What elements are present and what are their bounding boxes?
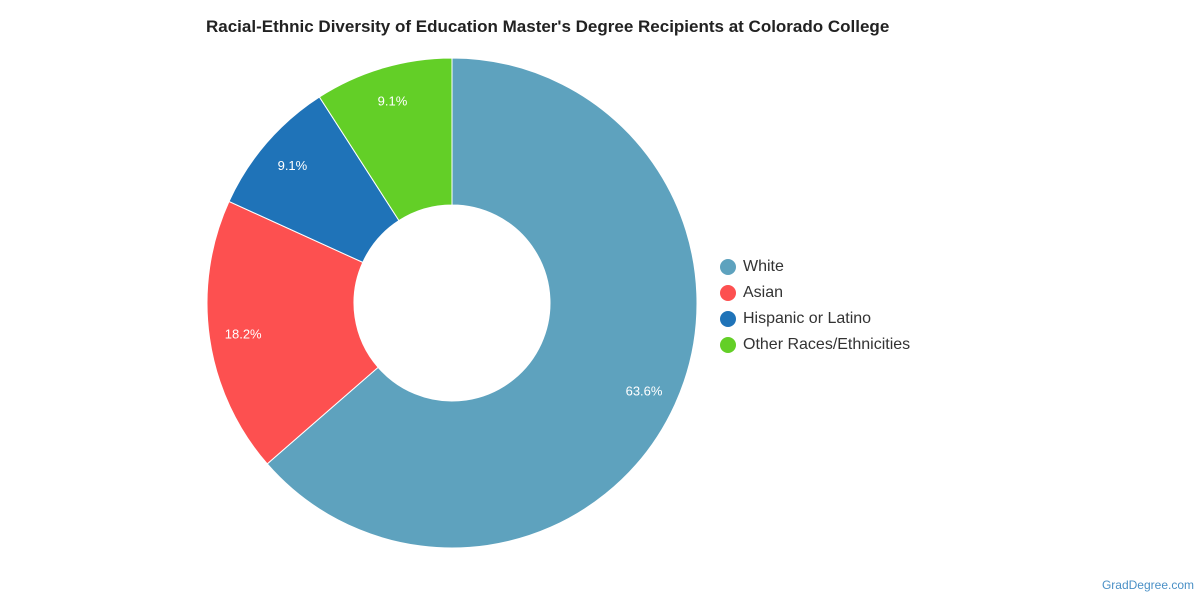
slice-white[interactable] xyxy=(266,57,698,549)
slice-label-other-races-ethnicities: 9.1% xyxy=(378,94,408,109)
legend-label: White xyxy=(743,258,784,275)
slice-other-races-ethnicities[interactable] xyxy=(318,57,453,222)
legend-item-hispanic-or-latino[interactable]: Hispanic or Latino xyxy=(720,306,910,332)
donut-slices xyxy=(206,57,698,549)
legend-item-other-races-ethnicities[interactable]: Other Races/Ethnicities xyxy=(720,332,910,358)
legend-marker-icon xyxy=(720,285,736,301)
slice-label-asian: 18.2% xyxy=(225,326,262,341)
slice-label-white: 63.6% xyxy=(626,383,663,398)
legend-label: Hispanic or Latino xyxy=(743,310,872,327)
legend-label: Other Races/Ethnicities xyxy=(743,336,911,353)
source-credit[interactable]: GradDegree.com xyxy=(1101,578,1194,592)
slice-label-hispanic-or-latino: 9.1% xyxy=(278,158,308,173)
legend-marker-icon xyxy=(720,311,736,327)
legend-item-white[interactable]: White xyxy=(720,254,910,280)
chart-title: Racial-Ethnic Diversity of Education Mas… xyxy=(206,17,890,36)
legend-label: Asian xyxy=(743,284,784,301)
donut-slice-labels: 63.6% 18.2% 9.1% 9.1% xyxy=(225,94,663,399)
legend-marker-icon xyxy=(720,337,736,353)
legend-marker-icon xyxy=(720,259,736,275)
slice-asian[interactable] xyxy=(206,200,379,465)
legend-item-asian[interactable]: Asian xyxy=(720,280,910,306)
chart-legend: White Asian Hispanic or Latino Other Races/… xyxy=(720,254,910,358)
